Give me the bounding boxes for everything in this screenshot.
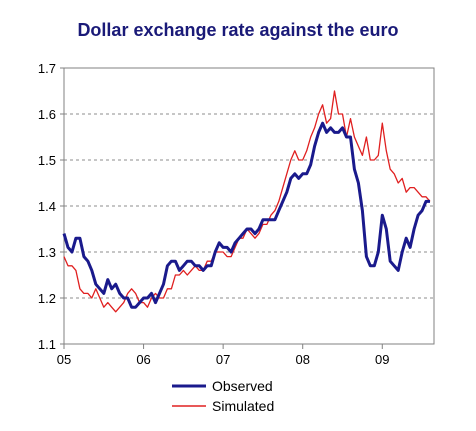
legend-label-observed: Observed xyxy=(212,378,273,394)
x-tick-label: 06 xyxy=(136,352,150,367)
legend: Observed Simulated xyxy=(172,378,274,414)
y-tick-label: 1.4 xyxy=(38,199,56,214)
x-axis: 05 06 07 08 09 xyxy=(57,344,390,367)
y-tick-label: 1.1 xyxy=(38,337,56,352)
legend-label-simulated: Simulated xyxy=(212,398,274,414)
chart-title: Dollar exchange rate against the euro xyxy=(77,20,399,40)
y-tick-label: 1.2 xyxy=(38,291,56,306)
x-tick-label: 07 xyxy=(216,352,230,367)
series-lines xyxy=(62,90,431,313)
x-tick-label: 09 xyxy=(375,352,389,367)
y-tick-label: 1.6 xyxy=(38,107,56,122)
x-tick-label: 08 xyxy=(295,352,309,367)
gridlines xyxy=(64,113,434,299)
x-tick-label: 05 xyxy=(57,352,71,367)
series-line-simulated xyxy=(63,90,431,313)
series-line-observed xyxy=(62,121,430,309)
y-tick-label: 1.7 xyxy=(38,61,56,76)
y-tick-label: 1.3 xyxy=(38,245,56,260)
y-axis: 1.1 1.2 1.3 1.4 1.5 1.6 1.7 xyxy=(38,61,64,352)
y-tick-label: 1.5 xyxy=(38,153,56,168)
